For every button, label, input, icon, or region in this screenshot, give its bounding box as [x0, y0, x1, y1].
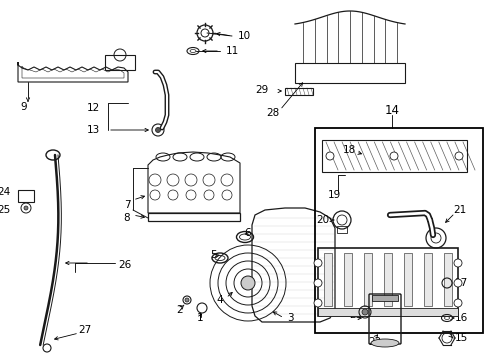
Bar	[384, 253, 392, 306]
Circle shape	[454, 299, 462, 307]
Bar	[295, 63, 405, 83]
Circle shape	[314, 279, 322, 287]
Bar	[324, 253, 332, 306]
Text: 8: 8	[123, 213, 130, 223]
Text: 16: 16	[455, 313, 468, 323]
Text: 27: 27	[78, 325, 92, 335]
Circle shape	[314, 299, 322, 307]
Circle shape	[155, 127, 161, 132]
Bar	[322, 140, 467, 172]
Circle shape	[326, 152, 334, 160]
Bar	[105, 55, 135, 70]
Text: 2: 2	[177, 305, 183, 315]
Text: 10: 10	[238, 31, 251, 41]
Bar	[372, 295, 398, 301]
Text: 13: 13	[87, 125, 100, 135]
Text: 4: 4	[217, 295, 223, 305]
Bar	[18, 190, 34, 202]
Text: 15: 15	[455, 333, 468, 343]
Bar	[404, 253, 412, 306]
Text: 19: 19	[327, 190, 341, 200]
Text: 22: 22	[368, 337, 382, 347]
Text: 11: 11	[226, 46, 239, 56]
Text: 29: 29	[255, 85, 269, 95]
Bar	[337, 226, 347, 233]
Bar	[318, 248, 458, 316]
Text: 1: 1	[196, 313, 203, 323]
Text: 9: 9	[21, 102, 27, 112]
Text: 23: 23	[349, 310, 363, 320]
Text: 25: 25	[0, 205, 10, 215]
Circle shape	[390, 152, 398, 160]
Circle shape	[24, 206, 28, 210]
Text: 5: 5	[210, 250, 216, 260]
Ellipse shape	[371, 339, 399, 347]
Text: 3: 3	[287, 313, 294, 323]
Circle shape	[241, 276, 255, 290]
Bar	[285, 88, 313, 95]
Bar	[318, 308, 458, 316]
Text: 21: 21	[453, 205, 466, 215]
Text: 7: 7	[123, 200, 130, 210]
Text: 24: 24	[0, 187, 10, 197]
Circle shape	[314, 259, 322, 267]
Text: 26: 26	[118, 260, 131, 270]
Circle shape	[362, 309, 368, 315]
Circle shape	[185, 298, 189, 302]
Bar	[315, 128, 483, 333]
Text: 20: 20	[317, 215, 330, 225]
Circle shape	[454, 259, 462, 267]
Bar	[344, 253, 352, 306]
Text: 6: 6	[245, 228, 251, 238]
Text: 12: 12	[87, 103, 100, 113]
Text: 18: 18	[343, 145, 356, 155]
Text: 28: 28	[267, 108, 280, 118]
Circle shape	[455, 152, 463, 160]
Bar	[364, 253, 372, 306]
Bar	[424, 253, 432, 306]
Bar	[148, 213, 240, 221]
Text: 17: 17	[455, 278, 468, 288]
Text: 14: 14	[385, 104, 399, 117]
Circle shape	[454, 279, 462, 287]
Bar	[444, 253, 452, 306]
